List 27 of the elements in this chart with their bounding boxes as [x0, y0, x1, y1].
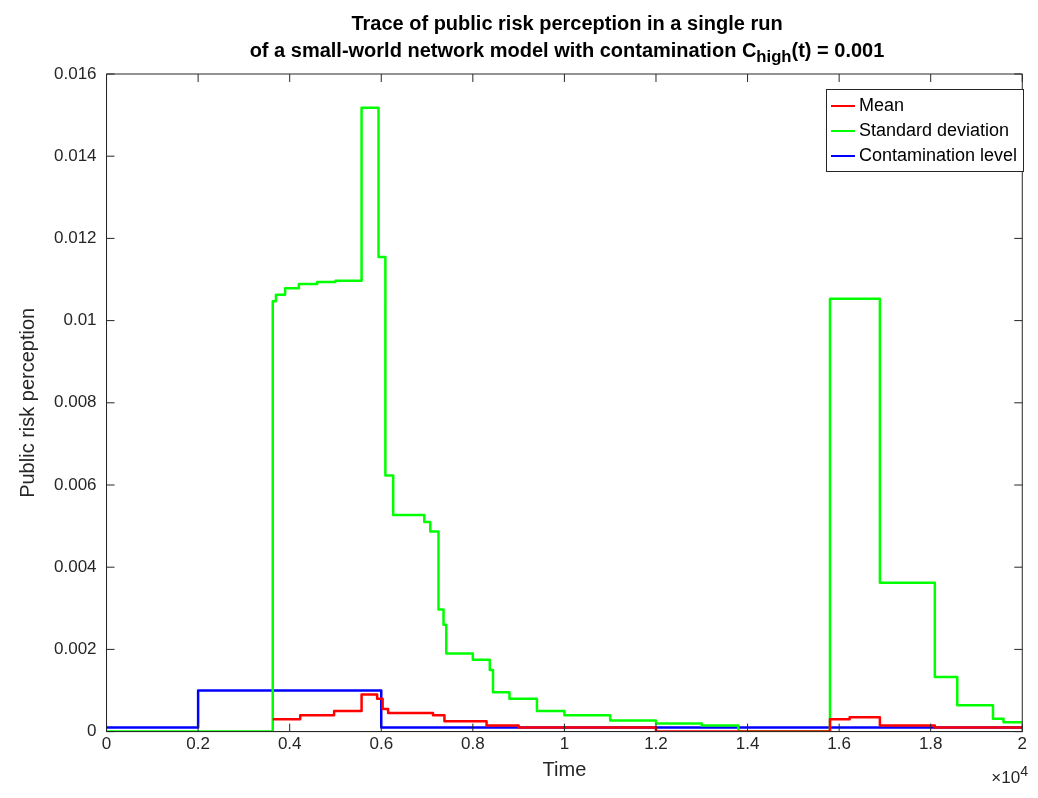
x-tick-label: 0.2 — [186, 734, 210, 754]
y-tick-label: 0.006 — [53, 474, 97, 494]
y-tick-label: 0.01 — [63, 310, 97, 330]
y-tick-label: 0 — [87, 721, 97, 741]
x-tick-label: 0 — [101, 734, 112, 754]
x-tick-label: 2 — [1017, 734, 1028, 754]
x-tick-label: 1.6 — [827, 734, 851, 754]
x-tick-label: 1.2 — [644, 734, 668, 754]
y-tick-label: 0.016 — [53, 63, 97, 83]
y-tick-label: 0.008 — [53, 392, 97, 412]
text: ×10$^{4}$ — [991, 763, 1028, 788]
y-tick-label: 0.002 — [53, 639, 97, 659]
x-axis-title: Time — [542, 757, 587, 780]
x-tick-label: 1 — [559, 734, 570, 754]
y-tick-label: 0.004 — [53, 556, 97, 576]
legend-label: Contamination level — [858, 144, 1017, 167]
x-tick-label: 0.8 — [461, 734, 485, 754]
y-tick-label: 0.014 — [53, 145, 97, 165]
chart-title: Trace of public risk perception in a single run of a small-world network model with contamination C$_{high}$(t) = 0.001 — [248, 11, 886, 68]
x-tick-label: 0.4 — [277, 734, 302, 754]
y-axis-title: Public risk perception — [15, 307, 38, 498]
legend-label: Mean — [858, 94, 904, 117]
x-tick-label: 0.6 — [369, 734, 394, 754]
x-tick-label: 1.4 — [735, 734, 760, 754]
x-tick-label: 1.8 — [918, 734, 943, 754]
legend-label: Standard deviation — [858, 119, 1010, 142]
y-tick-label: 0.012 — [53, 228, 97, 248]
